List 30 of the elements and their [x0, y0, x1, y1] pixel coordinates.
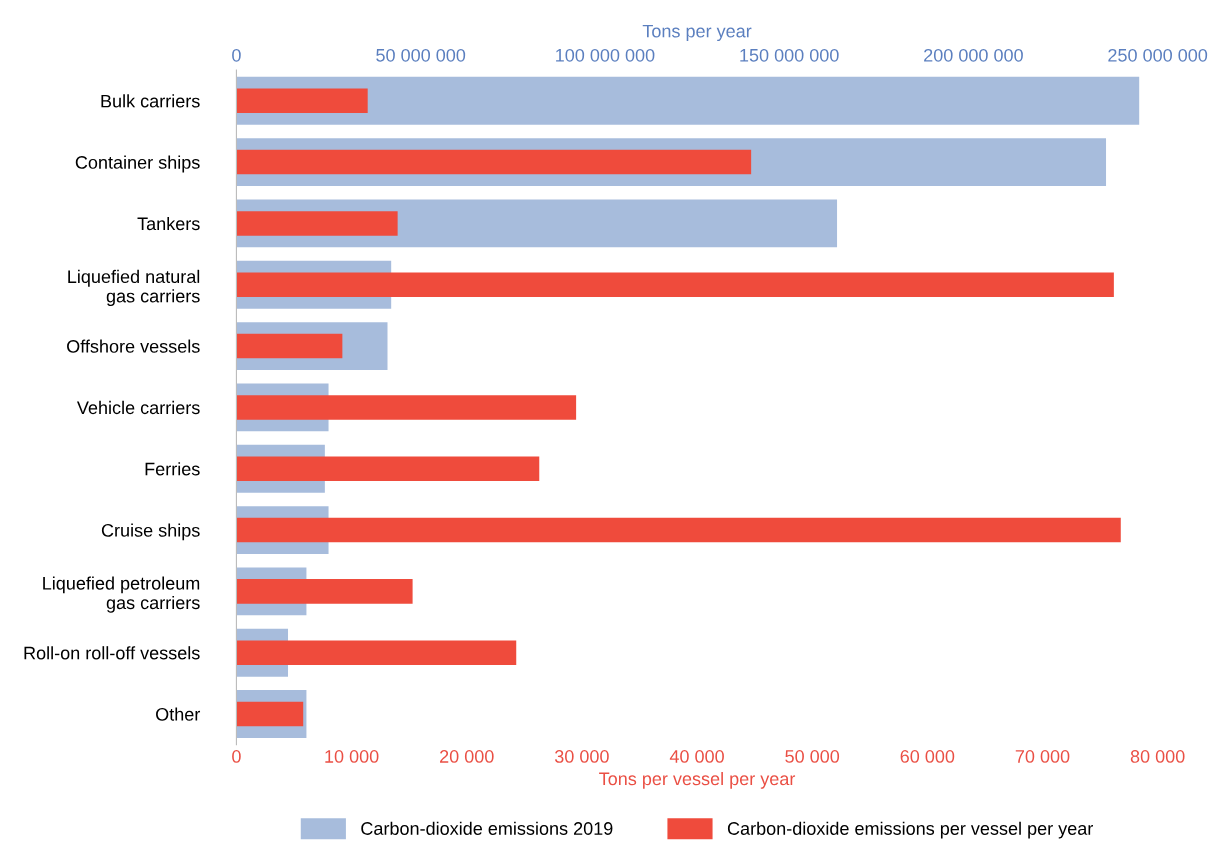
x2-tick-label: 0 — [232, 48, 241, 62]
y-tick-label: Ferries — [145, 462, 200, 476]
x-tick-label: 40 000 — [669, 750, 724, 763]
x2-tick-label: 100 000 000 — [556, 48, 655, 62]
x-tick-label: 70 000 — [1015, 750, 1070, 763]
x-tick-label: 60 000 — [900, 750, 955, 763]
y-tick-label: Container ships — [75, 155, 200, 173]
y-tick-label: Tankers — [137, 216, 200, 231]
y-tick-label: Other — [156, 707, 201, 721]
x-tick-label: 20 000 — [440, 750, 494, 763]
x-tick-label: 10 000 — [325, 750, 379, 763]
x2-axis-title: Tons per year — [642, 24, 752, 42]
y-tick-label: Offshore vessels — [67, 339, 200, 353]
legend-label: Carbon-dioxide emissions 2019 — [361, 821, 613, 835]
y-tick-label: Bulk carriers — [101, 94, 200, 108]
y-tick-label: Liquefied natural gas carriers — [68, 269, 200, 307]
x-tick-label: 30 000 — [554, 750, 609, 763]
x2-tick-label: 50 000 000 — [376, 48, 466, 62]
x-tick-label: 0 — [232, 750, 241, 763]
x-tick-label: 80 000 — [1130, 750, 1185, 763]
y-tick-label: Vehicle carriers — [76, 400, 200, 415]
y-tick-label: Roll-on roll-off vessels — [24, 646, 200, 660]
x2-tick-label: 150 000 000 — [740, 48, 839, 62]
x-tick-label: 50 000 — [785, 750, 840, 763]
x2-tick-label: 250 000 000 — [1108, 48, 1208, 62]
y-tick-label: Cruise ships — [101, 523, 200, 541]
legend-label: Carbon-dioxide emissions per vessel per year — [727, 821, 1093, 839]
x-axis-title: Tons per vessel per year — [599, 771, 796, 789]
x2-tick-label: 200 000 000 — [924, 48, 1023, 62]
y-tick-label: Liquefied petroleum gas carriers — [43, 576, 200, 613]
